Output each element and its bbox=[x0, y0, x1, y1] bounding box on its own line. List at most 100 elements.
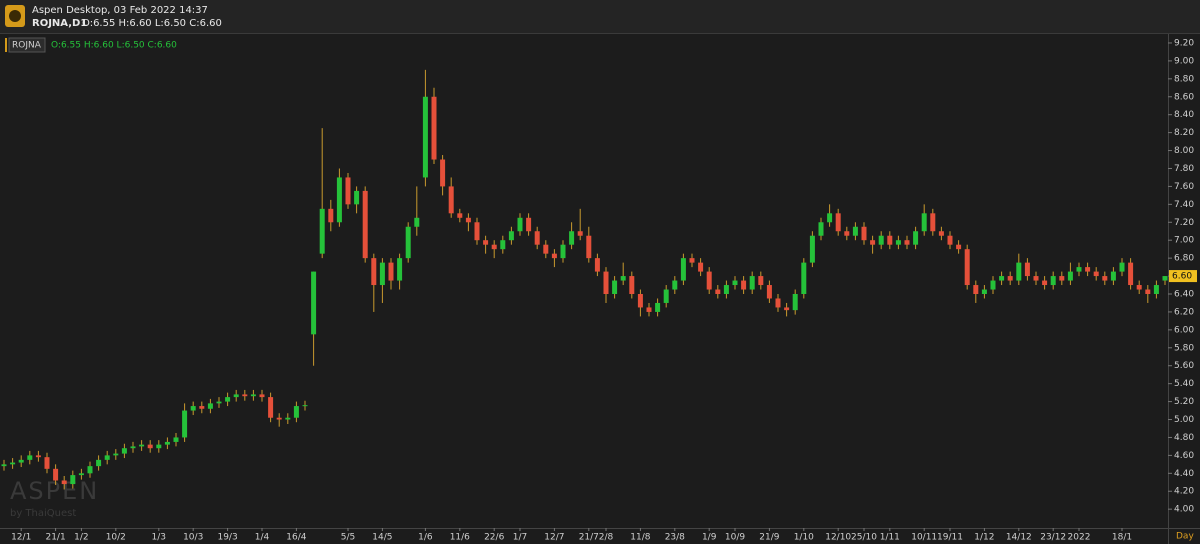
candle-body bbox=[345, 177, 351, 205]
candle-body bbox=[10, 462, 16, 465]
candle-body bbox=[637, 294, 643, 308]
candle-body bbox=[526, 217, 532, 232]
candle-body bbox=[233, 394, 239, 398]
y-tick-label: 4.00 bbox=[1174, 505, 1194, 515]
x-tick-label: 12/10 bbox=[825, 533, 851, 543]
candle-body bbox=[465, 217, 471, 223]
y-tick-label: 4.60 bbox=[1174, 451, 1194, 461]
y-tick-label: 8.80 bbox=[1174, 74, 1194, 84]
x-tick-label: 1/3 bbox=[152, 533, 166, 543]
candle-body bbox=[259, 394, 265, 398]
candle-body bbox=[689, 258, 695, 263]
y-tick-label: 8.00 bbox=[1174, 146, 1194, 156]
candle-body bbox=[156, 444, 162, 449]
candle-body bbox=[741, 280, 747, 290]
candle-body bbox=[594, 258, 600, 272]
x-tick-label: 11/6 bbox=[450, 533, 470, 543]
candle-body bbox=[104, 455, 110, 460]
y-tick-label: 6.20 bbox=[1174, 307, 1194, 317]
candle-body bbox=[723, 285, 729, 294]
x-tick-label: 25/10 bbox=[851, 533, 877, 543]
candle-body bbox=[517, 217, 523, 232]
candle-body bbox=[672, 280, 678, 290]
watermark-brand: ASPEN bbox=[10, 477, 99, 505]
y-tick-label: 6.40 bbox=[1174, 290, 1194, 300]
candle-body bbox=[1145, 289, 1151, 294]
candle-body bbox=[973, 285, 979, 294]
candle-body bbox=[964, 249, 970, 286]
candle-body bbox=[1007, 276, 1013, 281]
y-tick-label: 5.80 bbox=[1174, 343, 1194, 353]
candle-body bbox=[164, 441, 170, 445]
candle-body bbox=[577, 231, 583, 236]
candle-body bbox=[990, 280, 996, 290]
y-tick-label: 4.40 bbox=[1174, 469, 1194, 479]
candle-body bbox=[1153, 285, 1159, 294]
candle-body bbox=[405, 226, 411, 259]
candle-body bbox=[620, 276, 626, 281]
candle-body bbox=[1110, 271, 1116, 281]
last-price-label: 6.60 bbox=[1172, 272, 1192, 282]
candle-body bbox=[311, 271, 317, 335]
candle-body bbox=[551, 253, 557, 259]
y-tick-label: 7.20 bbox=[1174, 218, 1194, 228]
candle-body bbox=[904, 240, 910, 245]
y-tick-label: 4.20 bbox=[1174, 487, 1194, 497]
x-tick-label: 1/6 bbox=[418, 533, 433, 543]
candle-body bbox=[775, 298, 781, 308]
candle-body bbox=[268, 397, 274, 418]
y-tick-label: 7.60 bbox=[1174, 182, 1194, 192]
legend-symbol: ROJNA bbox=[12, 41, 42, 51]
candle-body bbox=[801, 262, 807, 294]
candle-body bbox=[371, 258, 377, 286]
candle-body bbox=[861, 226, 867, 241]
x-tick-label: 10/11 bbox=[911, 533, 937, 543]
candle-body bbox=[749, 276, 755, 290]
candle-body bbox=[852, 226, 858, 236]
candle-body bbox=[629, 276, 635, 294]
candle-body bbox=[276, 417, 282, 420]
candle-body bbox=[1085, 267, 1091, 272]
candle-body bbox=[706, 271, 712, 290]
x-tick-label: 11/8 bbox=[630, 533, 650, 543]
x-tick-label: 1/9 bbox=[702, 533, 717, 543]
y-tick-label: 5.60 bbox=[1174, 361, 1194, 371]
y-tick-label: 7.40 bbox=[1174, 200, 1194, 210]
x-tick-label: 21/1 bbox=[45, 533, 65, 543]
candle-body bbox=[379, 262, 385, 286]
candle-body bbox=[1136, 285, 1142, 290]
candle-body bbox=[784, 307, 790, 311]
y-tick-label: 6.00 bbox=[1174, 325, 1194, 335]
logo-mark bbox=[9, 10, 21, 22]
candle-body bbox=[930, 213, 936, 232]
x-tick-label: 1/12 bbox=[974, 533, 994, 543]
candle-body bbox=[938, 231, 944, 236]
candle-body bbox=[1093, 271, 1099, 277]
candle-body bbox=[818, 222, 824, 236]
ohlc-label: O:6.55 H:6.60 L:6.50 C:6.60 bbox=[82, 18, 222, 29]
candle-body bbox=[190, 406, 196, 411]
candle-body bbox=[1119, 262, 1125, 272]
candle-body bbox=[646, 307, 652, 312]
x-tick-label: 1/11 bbox=[880, 533, 900, 543]
candle-body bbox=[1042, 280, 1048, 286]
x-tick-label: 12/1 bbox=[11, 533, 31, 543]
candle-body bbox=[655, 302, 661, 312]
candle-body bbox=[1102, 276, 1108, 281]
x-tick-label: 5/5 bbox=[341, 533, 355, 543]
x-tick-label: 21/7 bbox=[579, 533, 599, 543]
candle-body bbox=[139, 444, 145, 447]
candle-body bbox=[448, 186, 454, 214]
candle-body bbox=[35, 455, 41, 458]
candle-body bbox=[921, 213, 927, 232]
x-tick-label: 1/7 bbox=[513, 533, 527, 543]
y-tick-label: 5.20 bbox=[1174, 397, 1194, 407]
candle-body bbox=[1033, 276, 1039, 281]
candle-body bbox=[612, 280, 618, 294]
candle-body bbox=[199, 406, 205, 409]
x-tick-label: 1/2 bbox=[74, 533, 88, 543]
last-price-box bbox=[1169, 270, 1197, 283]
x-tick-label: 22/6 bbox=[484, 533, 504, 543]
candle-body bbox=[388, 262, 394, 281]
x-tick-label: 10/3 bbox=[183, 533, 203, 543]
